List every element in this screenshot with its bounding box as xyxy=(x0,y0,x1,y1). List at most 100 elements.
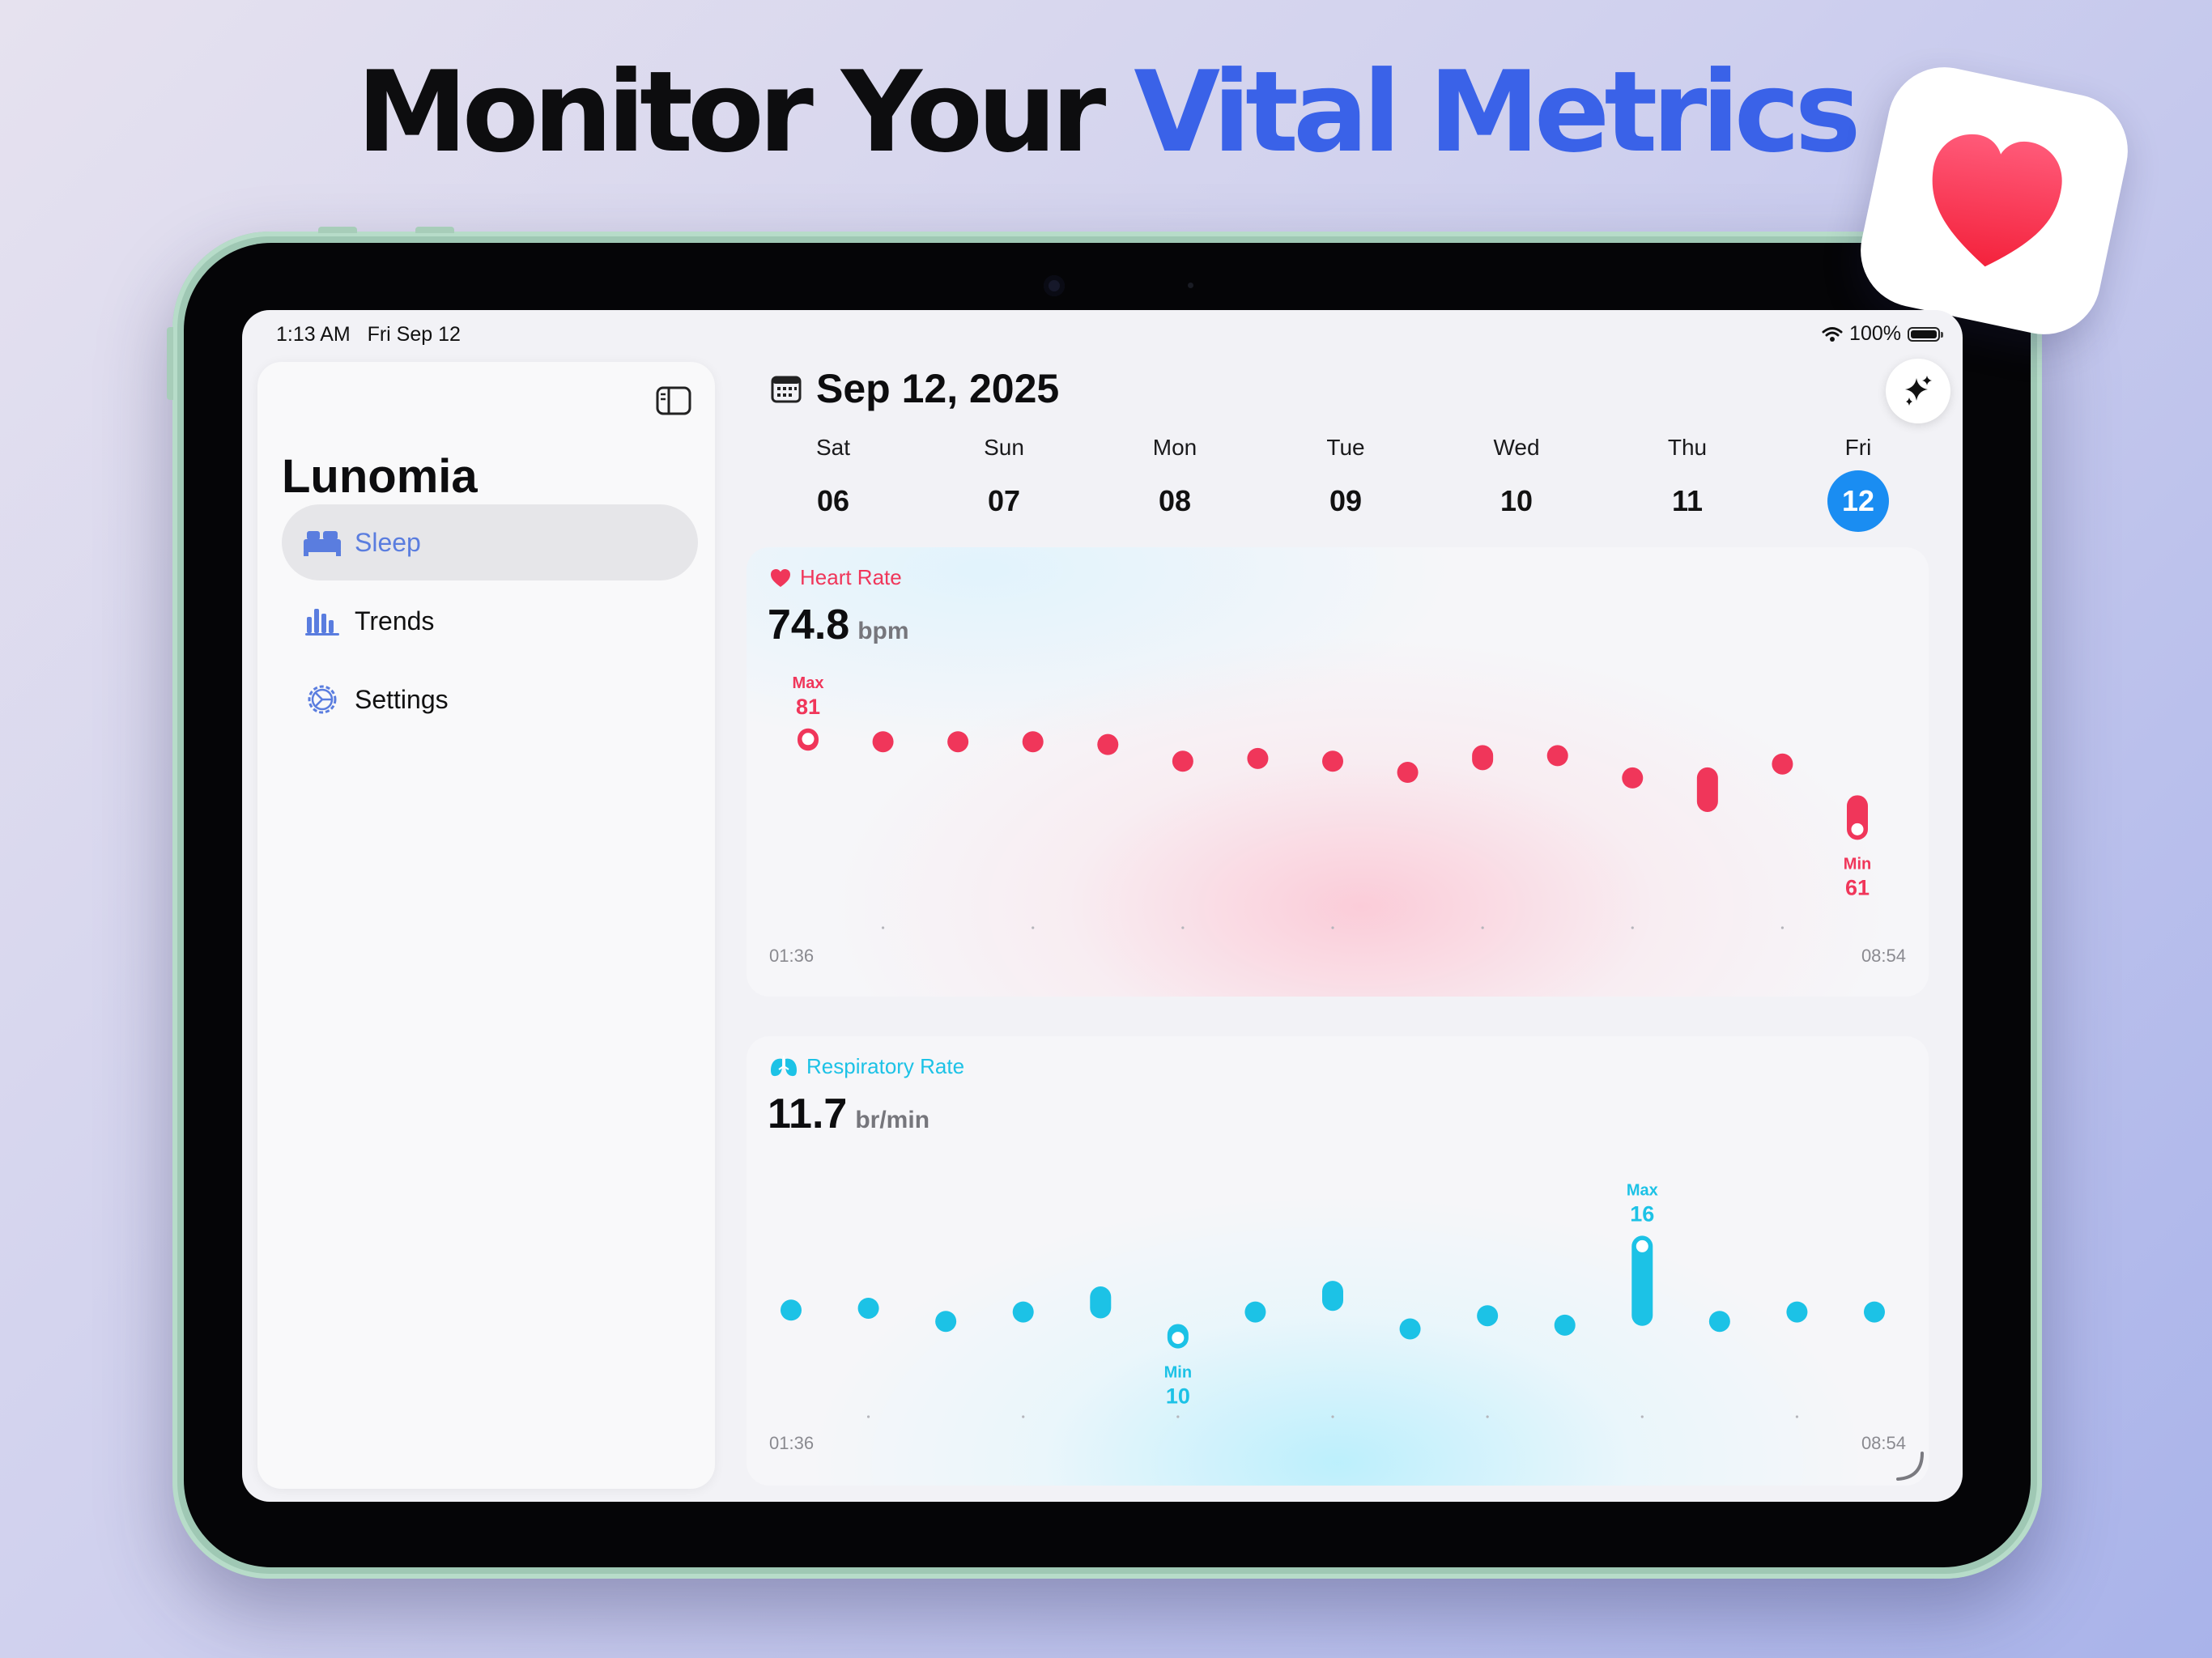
x-axis-tick xyxy=(881,926,885,929)
bed-icon xyxy=(301,525,343,560)
x-axis-end: 08:54 xyxy=(1861,1433,1906,1453)
chart-bar xyxy=(1097,733,1119,755)
chart-bar xyxy=(872,731,894,753)
weekday-name: Mon xyxy=(1152,435,1197,460)
chart-bar xyxy=(947,731,969,753)
chart-bar xyxy=(1772,753,1793,775)
battery-percent: 100% xyxy=(1849,322,1901,345)
respiratory-rate-label: Respiratory Rate xyxy=(769,1054,964,1079)
x-axis-tick xyxy=(1331,1415,1334,1418)
sidebar-item-label: Trends xyxy=(355,606,435,636)
date-header[interactable]: Sep 12, 2025 xyxy=(771,365,1059,412)
max-marker xyxy=(1633,1237,1651,1255)
x-axis-start: 01:36 xyxy=(769,1433,815,1453)
weekday-name: Wed xyxy=(1493,435,1540,460)
chart-bars-icon xyxy=(301,603,343,639)
chart-bar xyxy=(1696,767,1718,812)
sidebar-item-settings[interactable]: Settings xyxy=(282,661,698,738)
chart-bar xyxy=(1322,1281,1343,1312)
max-label: Max xyxy=(793,674,824,692)
chart-bar xyxy=(1631,1235,1653,1326)
min-value: 10 xyxy=(1166,1384,1190,1409)
chart-bar xyxy=(1022,731,1044,753)
status-right: 100% xyxy=(1822,322,1943,346)
device-button xyxy=(318,227,357,233)
app-icon-badge xyxy=(1850,57,2138,345)
x-axis-tick xyxy=(1640,1415,1644,1418)
app-screen: 1:13 AM Fri Sep 12 100% Lunomia xyxy=(242,310,1963,1502)
weekday-number: 11 xyxy=(1671,484,1704,517)
resize-handle-icon[interactable] xyxy=(1893,1450,1925,1482)
heart-rate-card[interactable]: Heart Rate 74.8 bpm Max 81 Min 61 01:36 08:… xyxy=(747,547,1929,997)
weekday-name: Sat xyxy=(815,435,851,460)
chart-bar xyxy=(1322,750,1343,772)
status-date: Fri Sep 12 xyxy=(367,323,461,346)
status-time: 1:13 AM Fri Sep 12 xyxy=(276,323,461,346)
min-marker xyxy=(1848,820,1866,838)
weekday-number: 10 xyxy=(1499,484,1534,517)
chart-bar xyxy=(1864,1301,1885,1323)
x-axis-start: 01:36 xyxy=(769,946,815,966)
heart-rate-value: 74.8 bpm xyxy=(768,601,909,649)
ai-insights-button[interactable] xyxy=(1886,359,1950,423)
day-fri[interactable]: Fri 12 xyxy=(1810,435,1907,532)
chart-bar xyxy=(1012,1301,1034,1323)
respiratory-rate-chart: Max 16 Min 10 xyxy=(781,1181,1885,1418)
device-button xyxy=(167,327,173,400)
x-axis-tick xyxy=(1032,926,1035,929)
gear-icon xyxy=(301,682,343,717)
chart-bar xyxy=(1786,1301,1808,1323)
x-axis-tick xyxy=(1486,1415,1489,1418)
weekday-name: Fri xyxy=(1844,435,1872,460)
status-clock: 1:13 AM xyxy=(276,323,351,346)
chart-bar xyxy=(1546,745,1568,767)
sidebar-item-sleep[interactable]: Sleep xyxy=(282,504,698,580)
chart-bar xyxy=(1477,1305,1499,1327)
chart-bar xyxy=(1172,750,1193,772)
heart-rate-title: Heart Rate xyxy=(800,565,902,589)
x-axis-tick xyxy=(1331,926,1334,929)
x-axis-tick xyxy=(1795,1415,1799,1418)
chart-bar xyxy=(781,1299,802,1321)
chart-bar xyxy=(1244,1301,1266,1323)
max-marker xyxy=(799,730,817,748)
day-sun[interactable]: Sun 07 xyxy=(955,435,1053,532)
day-sat[interactable]: Sat 06 xyxy=(785,435,882,532)
sidebar-item-label: Sleep xyxy=(355,527,421,557)
chart-bar xyxy=(1554,1314,1576,1336)
sidebar-item-trends[interactable]: Trends xyxy=(282,583,698,659)
chart-bar xyxy=(1247,747,1269,769)
sidebar-item-label: Settings xyxy=(355,684,449,714)
headline-part1: Monitor Your xyxy=(356,47,1106,177)
chart-bar xyxy=(935,1311,957,1333)
x-axis-end: 08:54 xyxy=(1861,946,1906,966)
chart-bar xyxy=(857,1297,879,1319)
heart-icon xyxy=(771,568,790,587)
max-value: 16 xyxy=(1630,1201,1654,1226)
min-marker xyxy=(1169,1329,1187,1347)
min-label: Min xyxy=(1844,855,1871,873)
status-bar: 1:13 AM Fri Sep 12 100% xyxy=(242,310,1963,359)
weekday-name: Tue xyxy=(1326,435,1365,460)
weekday-number: 08 xyxy=(1158,484,1192,517)
lungs-icon xyxy=(771,1055,797,1076)
x-axis-tick xyxy=(1176,1415,1180,1418)
chart-bar xyxy=(1090,1286,1112,1319)
x-axis-tick xyxy=(1181,926,1185,929)
calendar-icon xyxy=(771,376,802,403)
max-value: 81 xyxy=(796,695,820,719)
respiratory-rate-card[interactable]: Respiratory Rate 11.7 br/min Max 16 Min 10 … xyxy=(747,1036,1929,1486)
device-button xyxy=(415,227,454,233)
heart-rate-number: 74.8 xyxy=(768,602,850,648)
day-wed[interactable]: Wed 10 xyxy=(1468,435,1565,532)
weekday-number: 07 xyxy=(987,484,1021,517)
weekday-name: Thu xyxy=(1667,435,1708,460)
heart-rate-chart: Max 81 Min 61 xyxy=(793,674,1871,929)
day-thu[interactable]: Thu 11 xyxy=(1639,435,1736,532)
day-tue[interactable]: Tue 09 xyxy=(1297,435,1394,532)
sidebar: Lunomia Sleep xyxy=(257,362,715,1489)
day-mon[interactable]: Mon 08 xyxy=(1126,435,1223,532)
chart-bar xyxy=(1399,1318,1421,1340)
sidebar-toggle-icon[interactable] xyxy=(656,386,691,415)
x-axis-tick xyxy=(866,1415,870,1418)
